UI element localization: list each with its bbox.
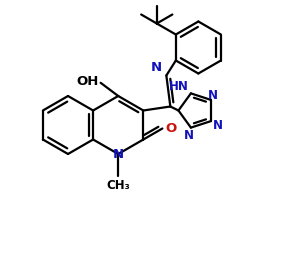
Text: CH₃: CH₃ (106, 179, 130, 192)
Text: N: N (207, 89, 217, 102)
Text: N: N (151, 60, 162, 74)
Text: OH: OH (76, 75, 99, 88)
Text: O: O (165, 122, 177, 135)
Text: N: N (113, 148, 124, 160)
Text: HN: HN (169, 80, 189, 93)
Text: N: N (183, 129, 193, 142)
Text: N: N (213, 119, 222, 132)
